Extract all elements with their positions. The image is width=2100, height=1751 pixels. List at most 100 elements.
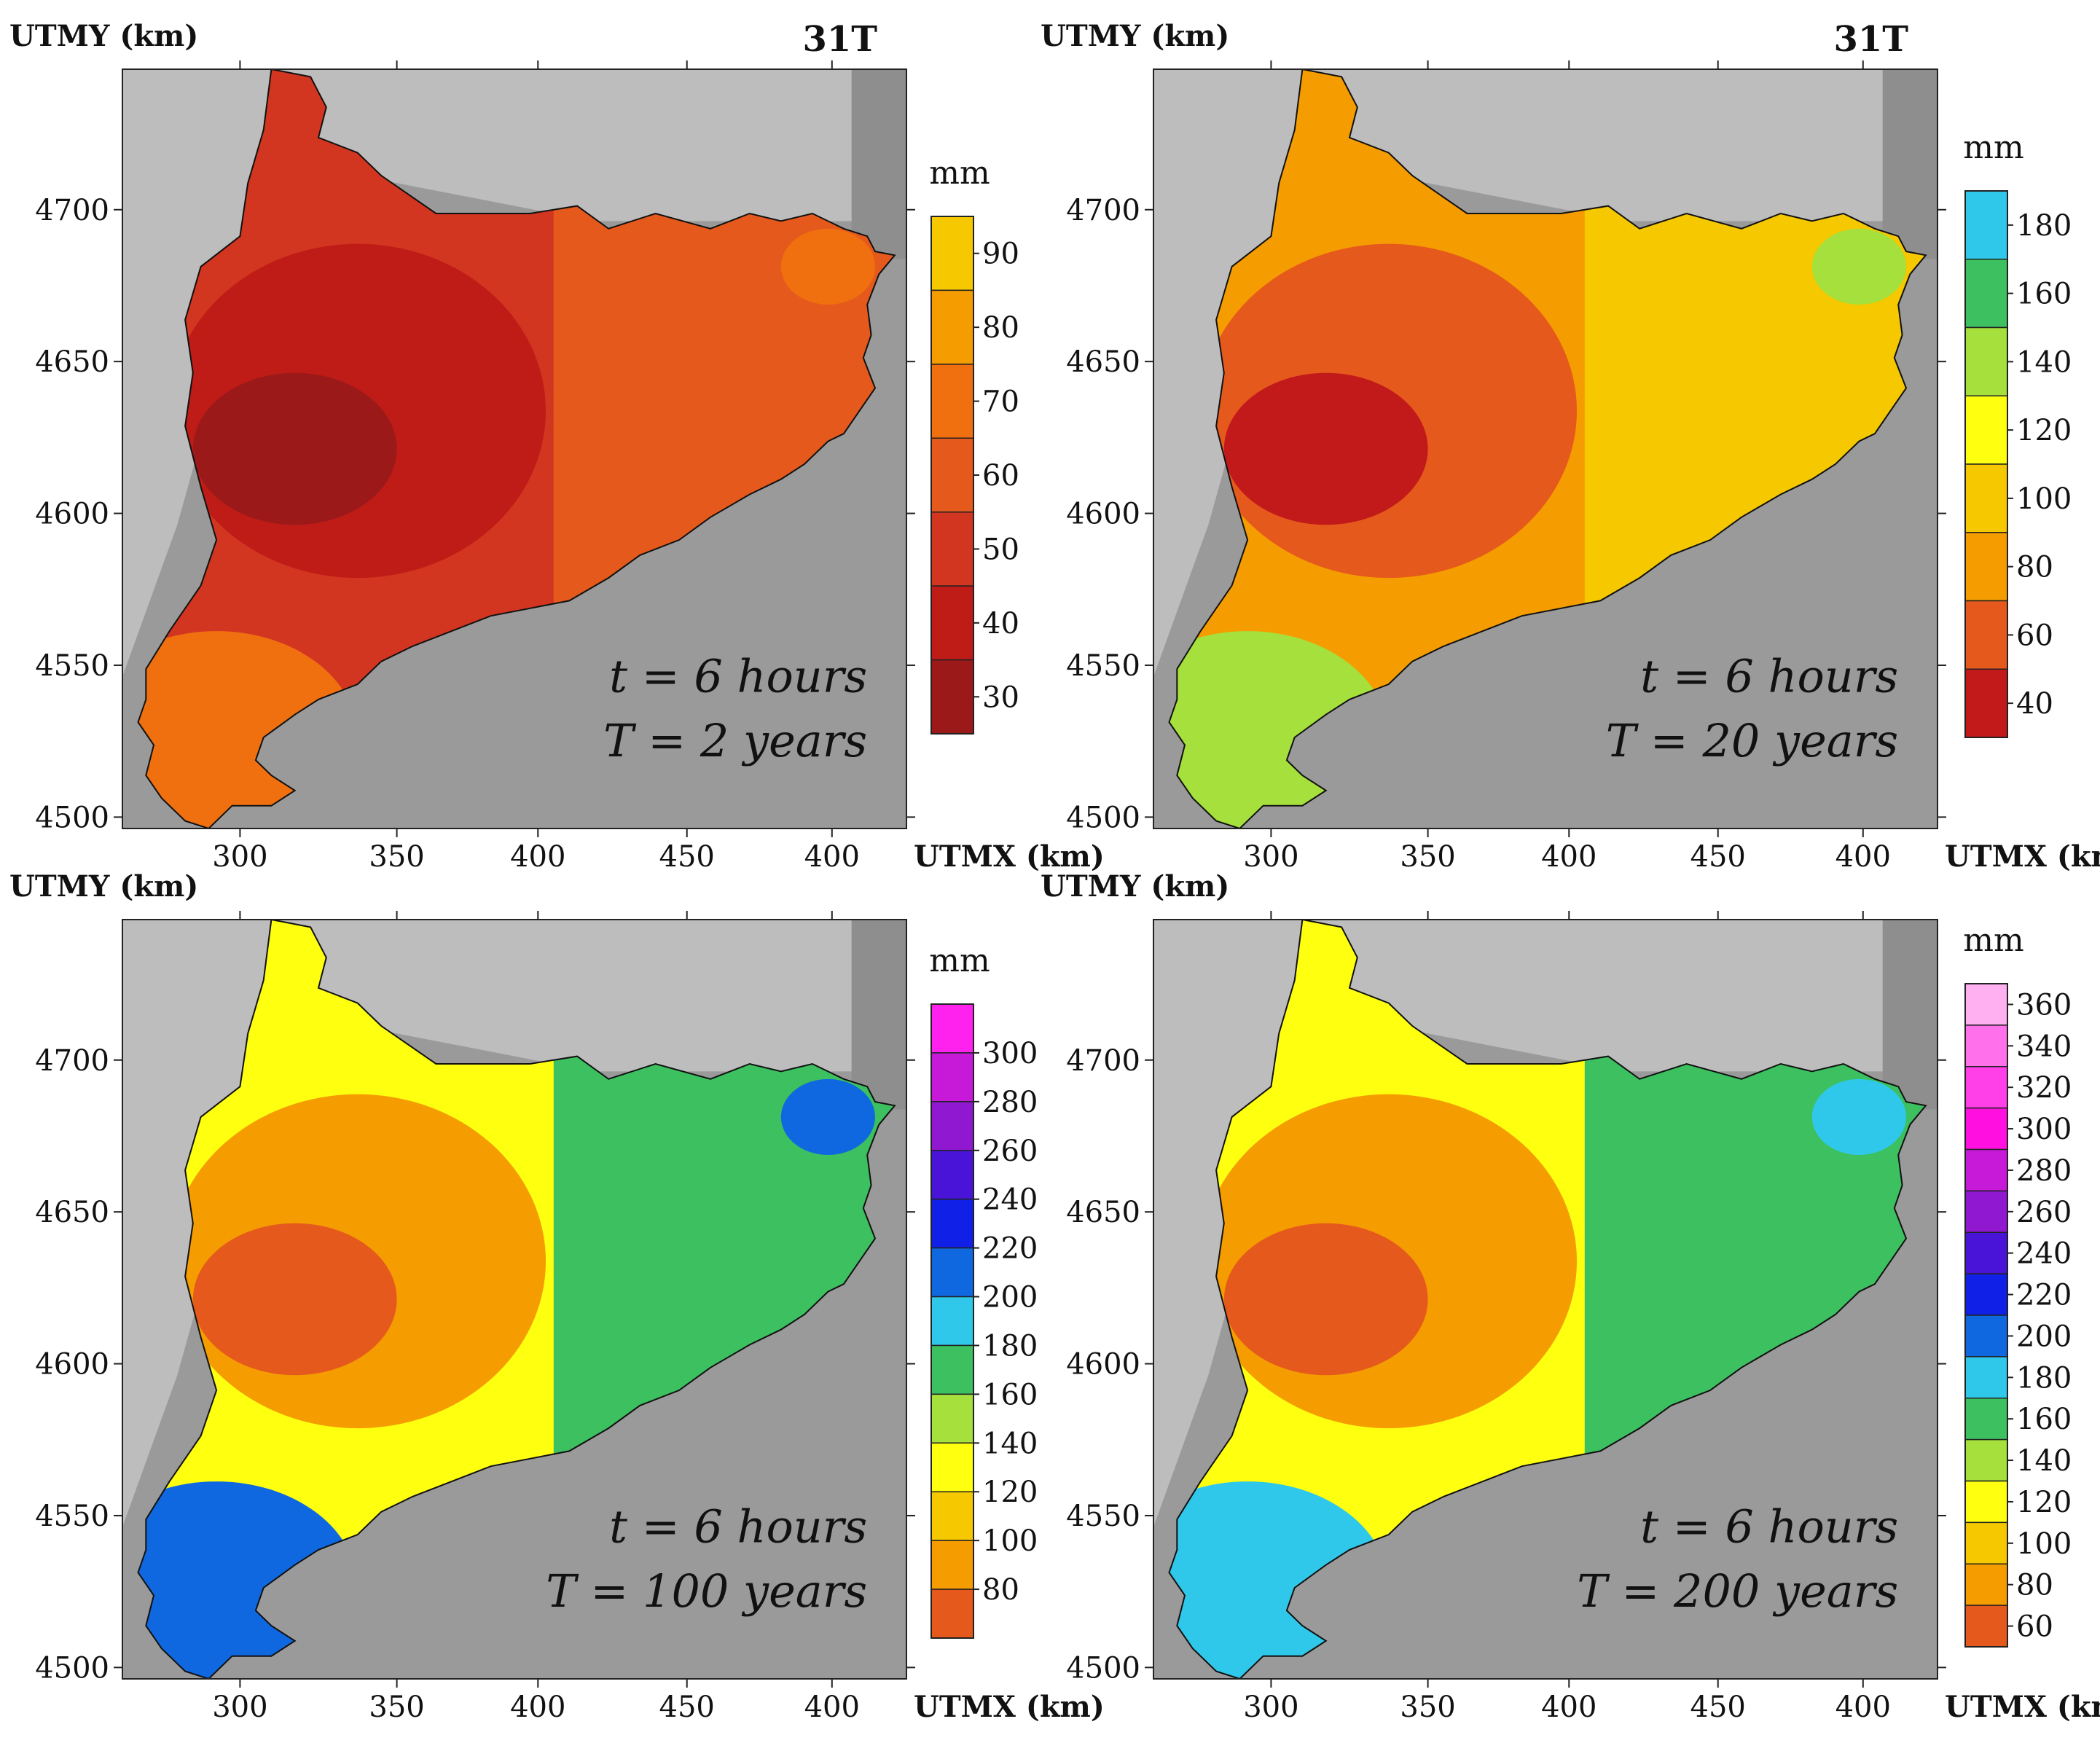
legend-swatch: [1964, 1356, 2008, 1399]
x-tick-label: 400: [1835, 840, 1891, 874]
x-tick-label: 400: [1541, 1691, 1596, 1724]
legend-swatch: [1964, 983, 2008, 1026]
x-tick-label: 400: [510, 840, 565, 874]
legend-label: 180: [2016, 209, 2072, 243]
relief-east: [851, 69, 906, 259]
x-tick-label: 350: [1400, 1691, 1455, 1724]
legend-label: 140: [982, 1427, 1038, 1460]
legend-swatch: [930, 1393, 974, 1444]
y-tick-label: 4700: [35, 1044, 109, 1078]
legend-units: mm: [929, 942, 990, 979]
legend-frame: [1964, 190, 2008, 738]
map-frame: [122, 68, 907, 829]
y-tick-label: 4650: [1066, 345, 1140, 379]
legend-label: 240: [982, 1183, 1038, 1217]
field-core: [1223, 372, 1428, 525]
legend-frame: [1964, 983, 2008, 1648]
utm-x-label: UTMX (km): [1945, 1690, 2100, 1724]
legend-label: 60: [2016, 619, 2053, 652]
legend-label: 360: [2016, 988, 2072, 1022]
y-tick-label: 4500: [1066, 1651, 1140, 1685]
y-tick-label: 4550: [1066, 649, 1140, 683]
relief-east: [1882, 69, 1938, 259]
legend-swatch: [930, 437, 974, 513]
return-period-label: T = 2 years: [603, 714, 867, 767]
legend-swatch: [930, 1003, 974, 1054]
region-border: [1168, 68, 1927, 830]
legend-label: 100: [2016, 1527, 2072, 1561]
legend-label: 90: [982, 238, 1019, 271]
legend-swatch: [1964, 1315, 2008, 1358]
duration-label: t = 6 hours: [609, 1500, 867, 1553]
map-panel-3: 4700 4650 4600 4550 4500 300 350 400 450 400 UTMY …: [9, 869, 1105, 1724]
y-tick-label: 4600: [1066, 498, 1140, 531]
utm-y-label: UTMY (km): [9, 869, 198, 904]
x-tick-label: 300: [1243, 1691, 1298, 1724]
legend-label: 300: [982, 1037, 1038, 1070]
legend-swatch: [1964, 600, 2008, 670]
map-frame: [122, 919, 907, 1680]
utm-x-label: UTMX (km): [914, 839, 1105, 874]
x-tick-label: 300: [1243, 840, 1298, 874]
legend-label: 220: [982, 1232, 1038, 1266]
y-tick-label: 4600: [35, 1348, 109, 1382]
y-tick-label: 4600: [35, 498, 109, 531]
legend-label: 80: [982, 311, 1019, 345]
x-tick-label: 300: [212, 1691, 267, 1724]
legend-swatch: [1964, 190, 2008, 260]
y-tick-label: 4500: [35, 801, 109, 834]
legend-swatch: [1964, 1107, 2008, 1151]
duration-label: t = 6 hours: [1640, 649, 1898, 702]
return-period-label: T = 20 years: [1606, 714, 1898, 767]
legend-label: 40: [2016, 687, 2053, 721]
x-tick-label: 300: [212, 840, 267, 874]
legend-label: 180: [982, 1329, 1038, 1363]
map-panel-1: 4700 4650 4600 4550 4500 300 350 400 450 400 UTMY …: [9, 19, 1105, 874]
legend-label: 180: [2016, 1361, 2072, 1395]
legend-label: 80: [2016, 1569, 2053, 1602]
y-tick-label: 4650: [35, 1196, 109, 1229]
region-border: [1168, 918, 1927, 1680]
y-tick-label: 4700: [1066, 1044, 1140, 1078]
field-core: [192, 1223, 397, 1376]
legend-swatch: [930, 1198, 974, 1249]
legend-label: 60: [982, 459, 1019, 493]
field-northeast: [1811, 228, 1906, 305]
y-tick-label: 4700: [35, 194, 109, 227]
x-tick-label: 450: [659, 840, 715, 874]
legend-label: 80: [982, 1573, 1019, 1607]
legend-swatch: [930, 216, 974, 291]
y-tick-label: 4550: [35, 649, 109, 683]
legend-label: 50: [982, 533, 1019, 566]
legend-label: 160: [982, 1378, 1038, 1411]
y-tick-label: 4500: [1066, 801, 1140, 834]
legend-swatch: [930, 1589, 974, 1639]
legend-label: 300: [2016, 1113, 2072, 1146]
legend-swatch: [1964, 1398, 2008, 1441]
map-panel-2: 4700 4650 4600 4550 4500 300 350 400 450 400 UTMY …: [1041, 19, 2100, 874]
legend-label: 160: [2016, 1403, 2072, 1436]
x-tick-label: 450: [1690, 840, 1746, 874]
field-northeast: [1811, 1078, 1906, 1156]
legend-label: 240: [2016, 1237, 2072, 1271]
x-tick-label: 450: [659, 1691, 715, 1724]
field-northeast: [780, 1078, 875, 1156]
map-panel-4: 4700 4650 4600 4550 4500 300 350 400 450 400 UTMY …: [1041, 869, 2100, 1724]
relief-east: [851, 920, 906, 1110]
legend-swatch: [930, 1052, 974, 1102]
relief-shading: [1153, 920, 1922, 1527]
legend-swatch: [1964, 1148, 2008, 1192]
utm-x-label: UTMX (km): [1945, 839, 2100, 874]
utm-x-label: UTMX (km): [914, 1690, 1105, 1724]
utm-zone: 31T: [802, 19, 877, 60]
legend-label: 200: [2016, 1320, 2072, 1353]
legend-swatch: [1964, 1273, 2008, 1316]
x-tick-label: 450: [1690, 1691, 1746, 1724]
legend-label: 340: [2016, 1030, 2072, 1063]
legend-swatch: [1964, 326, 2008, 396]
legend-label: 280: [982, 1086, 1038, 1119]
legend-label: 200: [982, 1281, 1038, 1315]
relief-shading: [1153, 69, 1922, 677]
duration-label: t = 6 hours: [609, 649, 867, 702]
